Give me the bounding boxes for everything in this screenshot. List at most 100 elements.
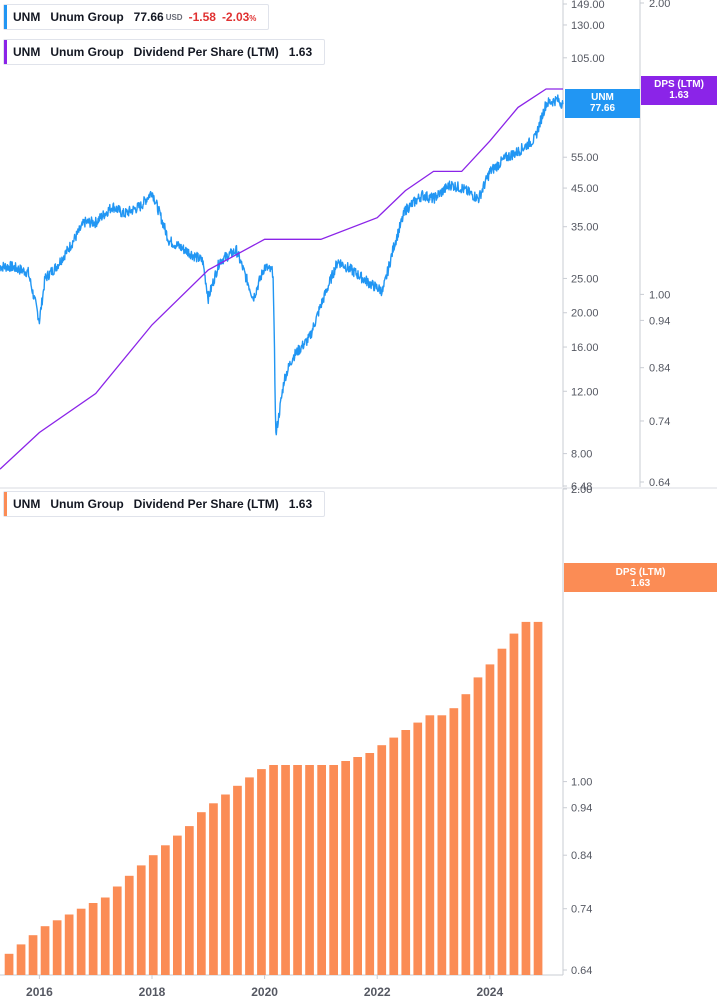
price-legend-swatch	[4, 5, 7, 29]
price-tag-ticker: UNM	[591, 92, 614, 103]
legend-dps-top-company: Unum Group	[50, 45, 124, 59]
price-axis-tick-label: 45.00	[571, 183, 599, 195]
dps-axis-tick-label-bottom: 0.64	[571, 965, 592, 977]
dps-bar	[124, 875, 134, 975]
dps-bar	[377, 745, 387, 975]
dps-bar	[173, 835, 182, 975]
dps-bar	[401, 730, 411, 975]
dps-bar	[329, 765, 338, 975]
dps-bar	[209, 803, 218, 975]
time-axis-tick-label: 2016	[26, 985, 53, 999]
time-axis-tick-label: 2022	[364, 985, 391, 999]
dps-axis-tick-label-bottom: 0.84	[571, 850, 592, 862]
dps-bar	[40, 926, 50, 975]
dps-axis-tick-label-bottom: 0.74	[571, 904, 592, 916]
bars-layer	[4, 621, 543, 975]
dps-bar	[245, 777, 254, 975]
dps-bar	[28, 935, 38, 975]
price-tag-value: 77.66	[589, 103, 616, 114]
change-pct-sign: %	[249, 14, 257, 23]
dps-bar	[16, 944, 26, 975]
dps-axis-tick-label-top: 2.00	[649, 0, 670, 10]
dps-bar	[64, 914, 74, 975]
legend-price[interactable]: UNM Unum Group 77.66 USD -1.58 -2.03%	[3, 4, 270, 30]
dps-bar	[317, 765, 326, 975]
price-axis-tick-label: 6.48	[571, 481, 592, 493]
dps-bar	[100, 897, 110, 975]
dps-bar	[233, 785, 242, 975]
dps-bar	[509, 633, 519, 975]
dps-bar	[413, 722, 423, 975]
dps-bar	[281, 765, 290, 975]
price-axis-tick-label: 105.00	[571, 53, 605, 65]
legend-price-currency: USD	[165, 12, 183, 22]
legend-dps-bottom-value: 1.63	[288, 497, 313, 511]
price-axis-tick-label: 16.00	[571, 342, 599, 354]
dps-tag-bottom-value: 1.63	[630, 578, 651, 589]
dps-bar	[257, 769, 266, 975]
dps-bar	[4, 953, 14, 975]
dps-bar	[52, 920, 62, 975]
price-axis-tick-label: 35.00	[571, 222, 599, 234]
dps-axis-tick-label-top: 0.94	[649, 315, 670, 327]
legend-price-change-pct: -2.03%	[222, 10, 256, 24]
change-pct-value: -2.03	[221, 10, 250, 24]
legend-dps-top-metric: Dividend Per Share (LTM)	[133, 45, 279, 59]
legend-dps-bottom[interactable]: UNM Unum Group Dividend Per Share (LTM) …	[3, 491, 326, 517]
dps-axis-tick-label-top: 0.74	[649, 416, 670, 428]
dps-bar	[449, 708, 459, 975]
dps-bar	[497, 648, 507, 975]
legend-price-ticker: UNM	[13, 10, 41, 24]
dps-bar	[136, 865, 146, 975]
time-axis-tick-label: 2020	[251, 985, 278, 999]
dps-bar	[269, 765, 278, 975]
dps-bar	[88, 903, 98, 975]
dps-tag-top-value: 1.63	[669, 90, 689, 101]
dps-axis-tick-label-bottom: 1.00	[571, 777, 592, 789]
price-axis-tick-label: 20.00	[571, 308, 599, 320]
dps-bar-legend-swatch	[4, 492, 7, 516]
time-axis-tick-label: 2018	[139, 985, 166, 999]
legend-price-company: Unum Group	[50, 10, 124, 24]
legend-price-value: 77.66	[133, 10, 164, 24]
dps-bar	[425, 715, 435, 975]
dps-bar	[161, 845, 170, 975]
dps-bar	[533, 621, 543, 975]
dps-bar	[485, 664, 495, 975]
lines-layer	[0, 88, 564, 470]
dps-line-legend-swatch	[4, 40, 7, 64]
legend-dps-top-value: 1.63	[288, 45, 313, 59]
dps-last-value-tag-top: DPS (LTM) 1.63	[641, 76, 717, 105]
legend-dps-bottom-metric: Dividend Per Share (LTM)	[133, 497, 279, 511]
dps-bar	[473, 677, 483, 975]
dps-bar	[521, 621, 531, 975]
dps-axis-tick-label-top: 0.64	[649, 477, 670, 489]
dps-bar	[437, 715, 447, 975]
price-last-value-tag: UNM 77.66	[565, 89, 640, 118]
dps-bar	[221, 794, 230, 975]
dps-bar	[461, 694, 471, 975]
price-axis-tick-label: 130.00	[571, 20, 605, 32]
dps-bar	[185, 826, 194, 975]
time-axis-tick-label: 2024	[476, 985, 503, 999]
dps-bar	[293, 765, 302, 975]
dps-bar	[148, 855, 158, 975]
dps-tag-top-label: DPS (LTM)	[654, 79, 704, 90]
legend-dps-bottom-ticker: UNM	[13, 497, 41, 511]
dps-axis-tick-label-bottom: 0.94	[571, 803, 592, 815]
dps-bar	[197, 812, 206, 975]
price-axis-tick-label: 8.00	[571, 449, 592, 461]
dps-bar	[389, 737, 399, 975]
price-axis-tick-label: 55.00	[571, 152, 599, 164]
price-axis-tick-label: 12.00	[571, 386, 599, 398]
price-axis-tick-label: 25.00	[571, 273, 599, 285]
legend-dps-top-ticker: UNM	[13, 45, 41, 59]
dps-bar	[76, 908, 86, 975]
dps-bar	[112, 886, 122, 975]
legend-dps-bottom-company: Unum Group	[50, 497, 124, 511]
legend-dps-top[interactable]: UNM Unum Group Dividend Per Share (LTM) …	[3, 39, 326, 65]
legend-price-change: -1.58	[188, 10, 216, 24]
dps-axis-tick-label-top: 1.00	[649, 289, 670, 301]
dps-axis-tick-label-top: 0.84	[649, 363, 670, 375]
